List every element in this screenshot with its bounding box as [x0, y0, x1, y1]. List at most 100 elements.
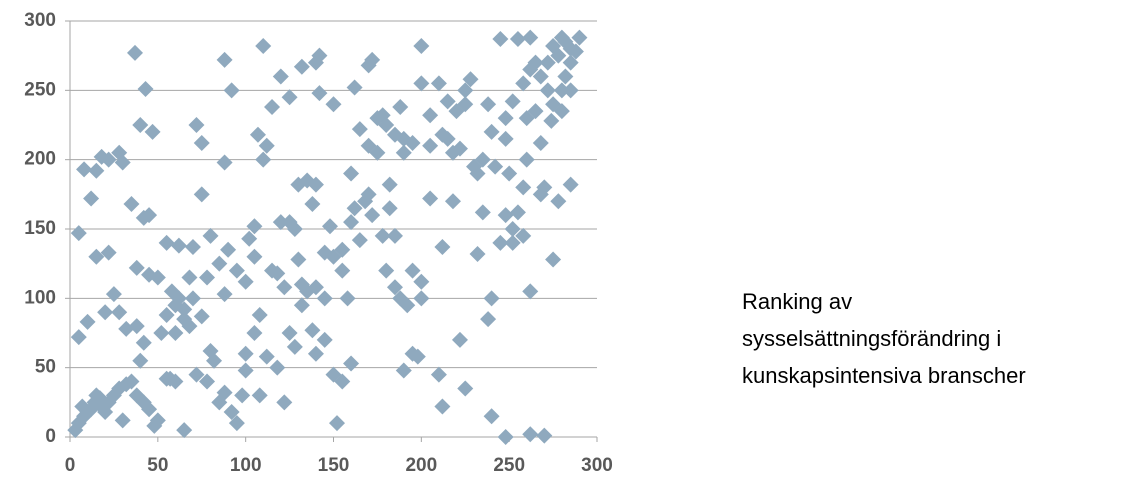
point	[343, 355, 360, 372]
point	[144, 123, 161, 140]
point	[395, 362, 412, 379]
point	[83, 190, 100, 207]
point	[290, 251, 307, 268]
point	[181, 269, 198, 286]
point	[202, 227, 219, 244]
point	[149, 269, 166, 286]
point	[386, 279, 403, 296]
point	[325, 96, 342, 113]
point	[409, 348, 426, 365]
point	[527, 54, 544, 71]
point	[216, 51, 233, 68]
point	[462, 71, 479, 88]
point	[351, 232, 368, 249]
point	[281, 89, 298, 106]
point	[413, 273, 430, 290]
point	[188, 366, 205, 383]
annotation-line: sysselsättningsförändring i	[742, 326, 1001, 351]
point	[483, 123, 500, 140]
point	[378, 117, 395, 133]
point	[451, 331, 468, 348]
point	[434, 239, 451, 256]
point	[469, 245, 486, 262]
point	[439, 93, 456, 110]
x-tick-label: 0	[65, 455, 76, 476]
point	[457, 82, 474, 99]
point	[562, 54, 579, 71]
y-tick-label: 0	[45, 426, 56, 447]
point	[483, 408, 500, 425]
point	[311, 85, 328, 102]
point	[522, 283, 539, 300]
point	[413, 37, 430, 54]
point	[220, 241, 237, 258]
x-tick-label: 100	[230, 455, 262, 476]
y-tick-label: 50	[35, 357, 56, 378]
point	[553, 103, 570, 120]
point	[114, 412, 131, 429]
point	[251, 306, 268, 323]
x-tick-label: 150	[318, 455, 350, 476]
point	[128, 259, 145, 276]
point	[343, 214, 360, 231]
point	[228, 262, 245, 279]
point	[286, 221, 303, 237]
point	[515, 179, 532, 196]
point	[504, 93, 521, 110]
point	[264, 262, 281, 279]
point	[483, 290, 500, 307]
point	[269, 359, 286, 376]
y-tick-label: 300	[24, 10, 56, 31]
point	[158, 306, 175, 323]
x-tick-label: 300	[581, 455, 613, 476]
point	[211, 255, 228, 272]
point	[504, 221, 521, 237]
point	[286, 338, 303, 355]
point	[246, 248, 263, 265]
point	[264, 98, 281, 115]
point	[79, 313, 96, 330]
point	[451, 140, 468, 157]
point	[346, 79, 363, 96]
point	[413, 75, 430, 92]
point	[422, 137, 439, 154]
point	[241, 230, 258, 247]
annotation-line: kunskapsintensiva branscher	[742, 363, 1026, 388]
point	[70, 329, 87, 346]
y-tick-label: 150	[24, 218, 56, 239]
point	[334, 241, 351, 258]
point	[360, 186, 377, 203]
point	[307, 345, 324, 362]
point	[293, 58, 310, 75]
point	[237, 362, 254, 379]
point	[170, 290, 187, 307]
point	[184, 239, 201, 256]
point	[258, 348, 275, 365]
point	[246, 218, 263, 235]
point	[97, 304, 114, 321]
point	[378, 262, 395, 279]
point	[343, 165, 360, 182]
point	[123, 373, 140, 390]
point	[539, 82, 556, 99]
point	[413, 290, 430, 307]
point	[480, 96, 497, 113]
point	[364, 207, 381, 224]
point	[176, 422, 193, 439]
point	[137, 80, 154, 97]
point	[518, 151, 535, 168]
point	[392, 98, 409, 115]
point	[199, 373, 216, 390]
point	[434, 398, 451, 415]
point	[114, 154, 131, 171]
point	[550, 47, 567, 64]
point	[132, 352, 149, 369]
point	[501, 165, 518, 182]
point	[316, 331, 333, 348]
point	[293, 297, 310, 314]
point	[281, 325, 298, 341]
point	[76, 161, 93, 178]
point	[135, 209, 152, 226]
point	[545, 251, 562, 268]
point	[216, 154, 233, 171]
